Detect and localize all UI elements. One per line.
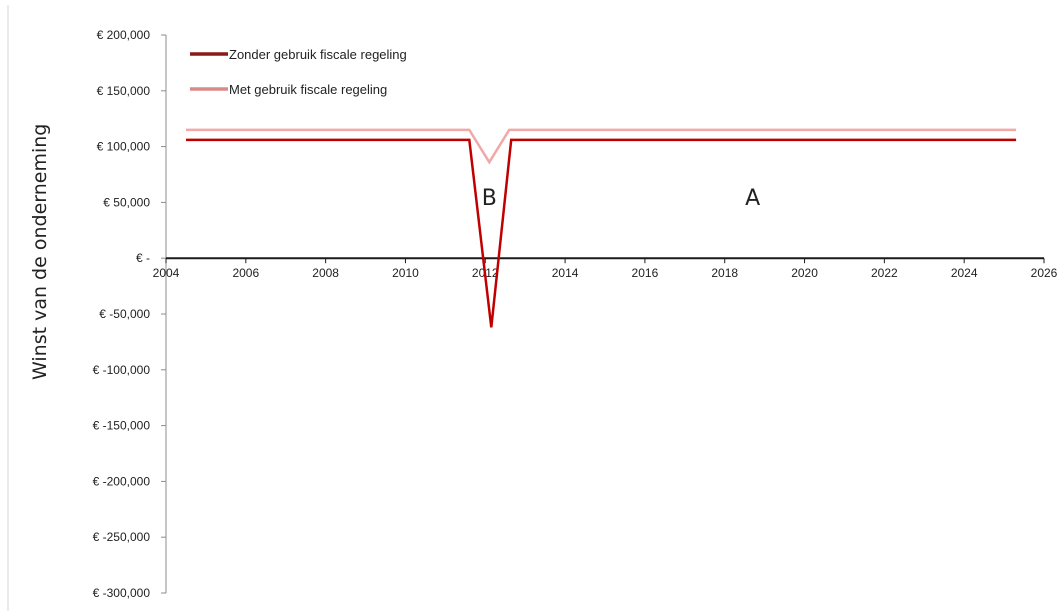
legend-label: Zonder gebruik fiscale regeling <box>229 47 407 62</box>
series-line-met <box>186 128 1017 165</box>
x-tick-label: 2022 <box>871 266 898 280</box>
y-tick-label: € -150,000 <box>93 419 151 433</box>
x-tick-label: 2010 <box>392 266 419 280</box>
y-tick-label: € 100,000 <box>97 140 151 154</box>
legend: Zonder gebruik fiscale regeling Met gebru… <box>190 47 407 97</box>
y-axis-label: Winst van de onderneming <box>29 124 51 380</box>
y-tick-label: € 200,000 <box>97 28 151 42</box>
annotation-label-b: B <box>482 186 497 211</box>
x-tick-label: 2020 <box>791 266 818 280</box>
series-line-zonder <box>186 138 1017 328</box>
x-tick-label: 2008 <box>312 266 339 280</box>
y-tick-label: € -250,000 <box>93 530 151 544</box>
y-tick-label: € 150,000 <box>97 84 151 98</box>
annotation-label-a: A <box>745 186 760 211</box>
x-tick-label: 2026 <box>1031 266 1058 280</box>
x-tick-label: 2004 <box>153 266 180 280</box>
y-tick-label: € - <box>136 251 150 265</box>
y-tick-label: € -100,000 <box>93 363 151 377</box>
x-tick-label: 2024 <box>951 266 978 280</box>
y-tick-label: € -300,000 <box>93 586 151 600</box>
legend-label: Met gebruik fiscale regeling <box>229 82 387 97</box>
x-tick-label: 2018 <box>711 266 738 280</box>
series-lines <box>186 128 1017 328</box>
x-tick-label: 2006 <box>232 266 259 280</box>
x-tick-label: 2016 <box>632 266 659 280</box>
x-tick-label: 2014 <box>552 266 579 280</box>
y-axis: € 200,000 € 150,000 € 100,000 € 50,000 € - € … <box>93 28 167 600</box>
y-tick-label: € -50,000 <box>99 307 150 321</box>
y-tick-label: € 50,000 <box>103 195 150 209</box>
x-axis: 2004 2006 2008 2010 2012 2014 2016 2018 2020 2022… <box>153 257 1058 280</box>
y-tick-label: € -200,000 <box>93 474 151 488</box>
